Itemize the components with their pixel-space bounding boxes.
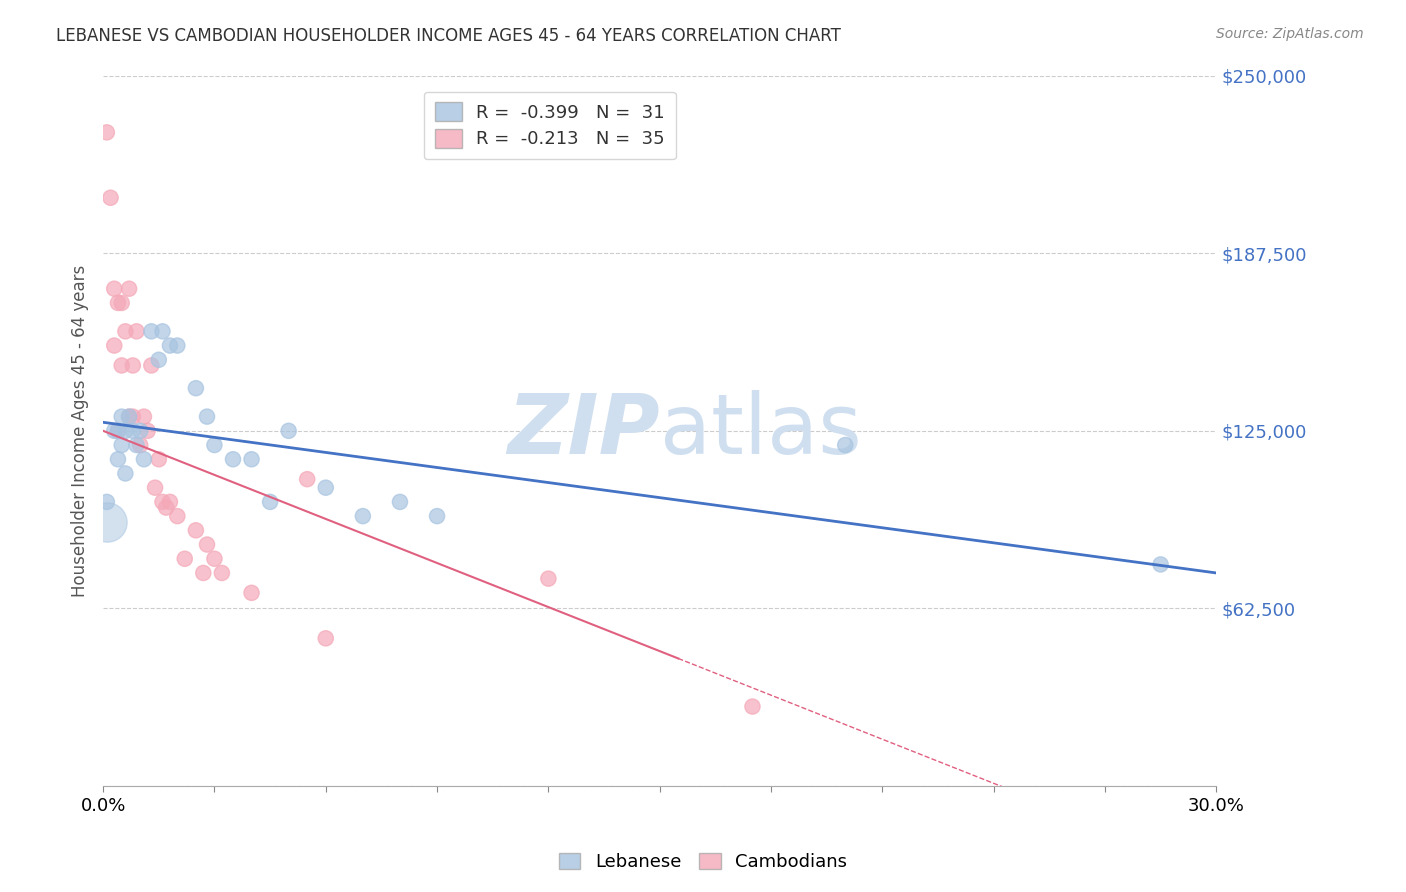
- Point: [136, 424, 159, 438]
- Point: [315, 481, 337, 495]
- Point: [114, 467, 136, 481]
- Point: [118, 282, 141, 296]
- Point: [173, 551, 195, 566]
- Point: [741, 699, 763, 714]
- Point: [1149, 558, 1171, 572]
- Point: [277, 424, 299, 438]
- Point: [118, 409, 141, 424]
- Point: [240, 452, 263, 467]
- Point: [352, 509, 374, 524]
- Point: [159, 495, 181, 509]
- Point: [132, 452, 155, 467]
- Point: [129, 424, 152, 438]
- Point: [143, 481, 166, 495]
- Legend: Lebanese, Cambodians: Lebanese, Cambodians: [551, 846, 855, 879]
- Text: ZIP: ZIP: [508, 391, 659, 471]
- Point: [103, 338, 125, 352]
- Point: [114, 324, 136, 338]
- Point: [148, 352, 170, 367]
- Point: [121, 359, 143, 373]
- Point: [295, 472, 318, 486]
- Point: [193, 566, 215, 580]
- Point: [537, 572, 560, 586]
- Point: [114, 424, 136, 438]
- Point: [107, 424, 129, 438]
- Point: [96, 125, 118, 139]
- Point: [152, 324, 174, 338]
- Point: [96, 515, 118, 529]
- Point: [141, 324, 163, 338]
- Point: [240, 586, 263, 600]
- Point: [222, 452, 245, 467]
- Point: [315, 632, 337, 646]
- Point: [121, 409, 143, 424]
- Point: [166, 509, 188, 524]
- Point: [152, 495, 174, 509]
- Text: LEBANESE VS CAMBODIAN HOUSEHOLDER INCOME AGES 45 - 64 YEARS CORRELATION CHART: LEBANESE VS CAMBODIAN HOUSEHOLDER INCOME…: [56, 27, 841, 45]
- Point: [388, 495, 411, 509]
- Point: [96, 495, 118, 509]
- Text: atlas: atlas: [659, 391, 862, 471]
- Text: Source: ZipAtlas.com: Source: ZipAtlas.com: [1216, 27, 1364, 41]
- Point: [141, 359, 163, 373]
- Point: [129, 438, 152, 452]
- Point: [155, 500, 177, 515]
- Point: [211, 566, 233, 580]
- Legend: R =  -0.399   N =  31, R =  -0.213   N =  35: R = -0.399 N = 31, R = -0.213 N = 35: [423, 92, 676, 160]
- Point: [204, 438, 226, 452]
- Point: [118, 409, 141, 424]
- Point: [103, 282, 125, 296]
- Point: [111, 438, 134, 452]
- Point: [834, 438, 856, 452]
- Point: [100, 191, 122, 205]
- Point: [107, 452, 129, 467]
- Point: [195, 409, 218, 424]
- Point: [148, 452, 170, 467]
- Point: [121, 424, 143, 438]
- Point: [166, 338, 188, 352]
- Point: [107, 296, 129, 310]
- Point: [111, 359, 134, 373]
- Point: [103, 424, 125, 438]
- Point: [132, 409, 155, 424]
- Y-axis label: Householder Income Ages 45 - 64 years: Householder Income Ages 45 - 64 years: [72, 265, 89, 597]
- Point: [184, 381, 207, 395]
- Point: [111, 296, 134, 310]
- Point: [195, 537, 218, 551]
- Point: [107, 424, 129, 438]
- Point: [125, 324, 148, 338]
- Point: [125, 438, 148, 452]
- Point: [204, 551, 226, 566]
- Point: [184, 524, 207, 538]
- Point: [259, 495, 281, 509]
- Point: [159, 338, 181, 352]
- Point: [111, 409, 134, 424]
- Point: [426, 509, 449, 524]
